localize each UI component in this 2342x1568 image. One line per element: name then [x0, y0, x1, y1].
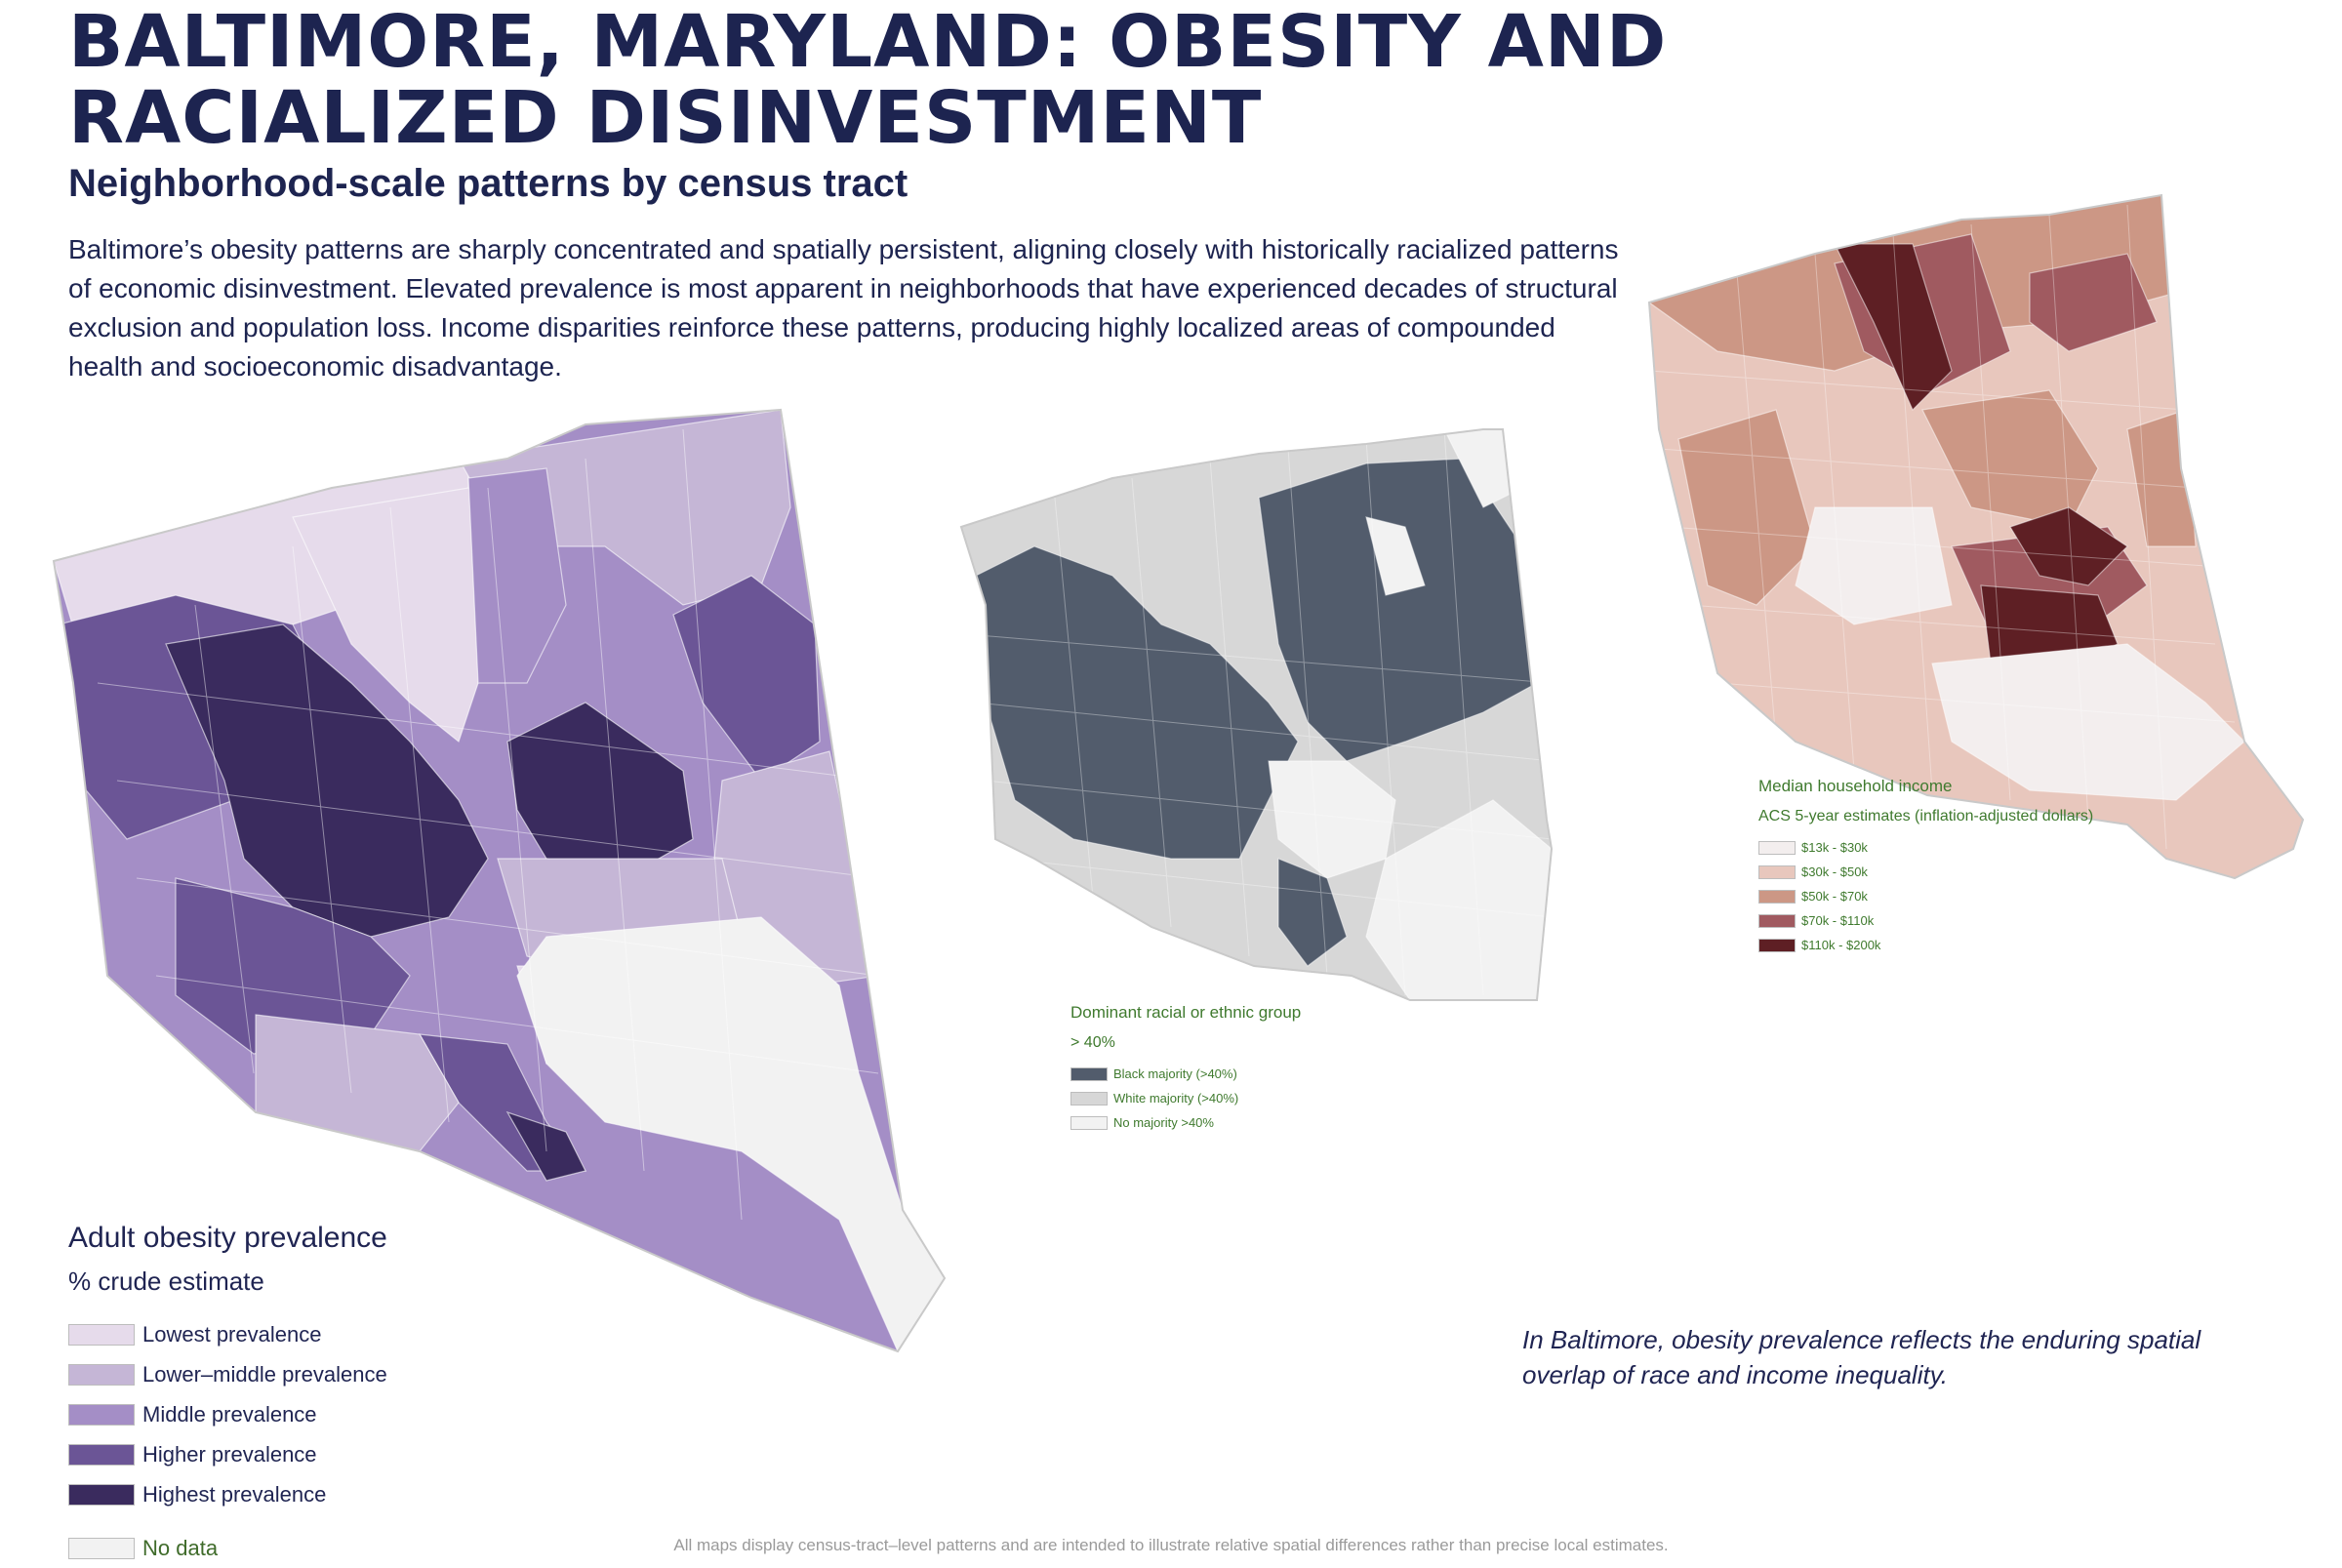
legend-label: $30k - $50k [1801, 864, 1868, 879]
legend-swatch [68, 1363, 135, 1386]
legend-label: Middle prevalence [142, 1401, 317, 1427]
race-zone-east-black [1258, 458, 1538, 762]
legend-label: No data [142, 1535, 219, 1560]
legend-item-lower-middle: Lower–middle prevalence [68, 1354, 387, 1394]
legend-label: $50k - $70k [1801, 889, 1868, 904]
page-title: BALTIMORE, MARYLAND: OBESITY AND RACIALI… [68, 0, 1668, 160]
legend-item-110k-200k: $110k - $200k [1758, 933, 2093, 957]
income-zone-west-mid [1677, 409, 1816, 606]
obesity-zone-west-highest [165, 623, 489, 938]
income-zone-center-low [1795, 506, 1953, 625]
legend-item-no-majority: No majority >40% [1070, 1110, 1301, 1135]
legend-label: Lower–middle prevalence [142, 1361, 387, 1387]
legend-label: $13k - $30k [1801, 840, 1868, 855]
legend-item-white-majority: White majority (>40%) [1070, 1086, 1301, 1110]
income-zone-northeast-upper [2029, 253, 2158, 352]
race-zone-south-black [1277, 858, 1348, 967]
obesity-legend-title: Adult obesity prevalence [68, 1222, 387, 1254]
legend-item-middle: Middle prevalence [68, 1394, 387, 1434]
obesity-zone-southwest-higher [175, 877, 411, 1055]
legend-swatch [1758, 889, 1796, 904]
obesity-zone-northeast-middle [467, 467, 567, 684]
legend-swatch [68, 1403, 135, 1426]
income-zone-center-mid [1921, 389, 2099, 528]
income-legend: Median household income ACS 5-year estim… [1758, 777, 2093, 957]
obesity-legend: Adult obesity prevalence % crude estimat… [68, 1222, 387, 1568]
income-zone-south-low [1931, 643, 2245, 801]
legend-label: Lowest prevalence [142, 1321, 322, 1347]
legend-swatch [68, 1323, 135, 1346]
legend-label: Highest prevalence [142, 1481, 327, 1507]
income-zone-harbor-top [2009, 506, 2128, 586]
race-zone-southeast-nomajority [1365, 799, 1552, 1000]
legend-swatch [1070, 1091, 1108, 1106]
legend-swatch [1070, 1115, 1108, 1130]
legend-swatch [68, 1537, 135, 1559]
income-zone-north-top [1834, 243, 1953, 412]
legend-swatch [68, 1443, 135, 1466]
legend-item-higher: Higher prevalence [68, 1434, 387, 1474]
legend-swatch [1070, 1066, 1108, 1081]
legend-label: White majority (>40%) [1113, 1091, 1239, 1106]
income-legend-title: Median household income [1758, 777, 1953, 795]
legend-item-50k-70k: $50k - $70k [1758, 884, 2093, 908]
race-zone-north-nomajority [1365, 516, 1426, 596]
obesity-zone-east-higher [672, 575, 821, 782]
footnote: All maps display census-tract–level patt… [673, 1536, 1669, 1554]
legend-label: $70k - $110k [1801, 913, 1875, 928]
obesity-zone-south-highest [505, 1110, 586, 1182]
legend-swatch [1758, 913, 1796, 928]
race-legend-title: Dominant racial or ethnic group [1070, 1003, 1302, 1022]
legend-item-30k-50k: $30k - $50k [1758, 860, 2093, 884]
obesity-zone-south-lower [255, 1014, 460, 1152]
legend-label: $110k - $200k [1801, 938, 1881, 952]
page-subtitle: Neighborhood-scale patterns by census tr… [68, 162, 909, 205]
legend-item-13k-30k: $13k - $30k [1758, 835, 2093, 860]
legend-item-lowest: Lowest prevalence [68, 1314, 387, 1354]
race-legend: Dominant racial or ethnic group > 40% Bl… [1070, 1003, 1301, 1135]
map-caption: In Baltimore, obesity prevalence reflect… [1522, 1325, 2201, 1389]
legend-label: Black majority (>40%) [1113, 1066, 1237, 1081]
legend-item-highest: Highest prevalence [68, 1474, 387, 1514]
legend-item-black-majority: Black majority (>40%) [1070, 1062, 1301, 1086]
legend-swatch [1758, 840, 1796, 855]
legend-swatch [68, 1483, 135, 1506]
legend-label: No majority >40% [1113, 1115, 1214, 1130]
legend-item-70k-110k: $70k - $110k [1758, 908, 2093, 933]
obesity-zone-southeast-nodata [516, 916, 945, 1351]
legend-item-nodata: No data [68, 1528, 387, 1568]
legend-label: Higher prevalence [142, 1441, 317, 1467]
legend-swatch [1758, 938, 1796, 952]
race-legend-subtitle: > 40% [1070, 1034, 1115, 1051]
intro-paragraph: Baltimore’s obesity patterns are sharply… [68, 234, 1619, 382]
obesity-legend-subtitle: % crude estimate [68, 1266, 264, 1296]
legend-swatch [1758, 864, 1796, 879]
income-legend-subtitle: ACS 5-year estimates (inflation-adjusted… [1758, 808, 2094, 824]
